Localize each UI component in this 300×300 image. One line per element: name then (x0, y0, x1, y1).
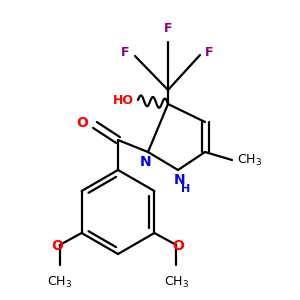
Text: CH$_3$: CH$_3$ (164, 275, 189, 290)
Text: O: O (76, 116, 88, 130)
Text: CH$_3$: CH$_3$ (47, 275, 72, 290)
Text: F: F (164, 22, 172, 35)
Text: O: O (172, 239, 184, 253)
Text: F: F (121, 46, 129, 59)
Text: H: H (182, 184, 190, 194)
Text: F: F (205, 46, 214, 59)
Text: HO: HO (113, 94, 134, 106)
Text: N: N (174, 173, 186, 187)
Text: CH$_3$: CH$_3$ (237, 152, 262, 167)
Text: N: N (140, 155, 152, 169)
Text: O: O (52, 239, 64, 253)
